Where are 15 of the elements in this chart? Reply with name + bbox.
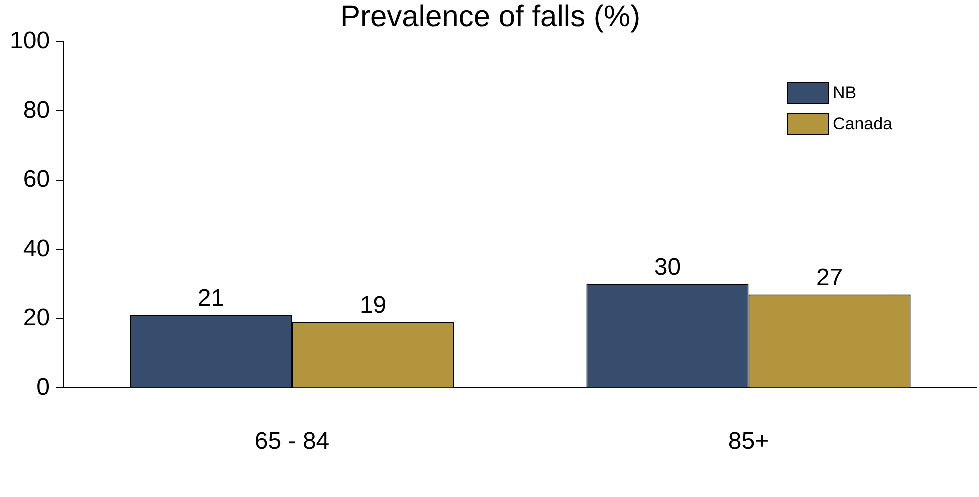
- y-tick-label: 80: [23, 96, 50, 124]
- y-tick-label: 20: [23, 304, 50, 332]
- y-tick-label: 40: [23, 235, 50, 262]
- y-tick-label: 60: [23, 166, 50, 194]
- x-tick-label: 85+: [728, 428, 770, 456]
- data-label: 30: [654, 254, 682, 281]
- legend-label: Canada: [833, 114, 894, 134]
- y-tick-label: 100: [10, 28, 50, 55]
- data-label: 21: [198, 285, 225, 312]
- data-label: 27: [816, 264, 844, 292]
- chart-title: Prevalence of falls (%): [340, 0, 641, 34]
- data-label: 19: [360, 292, 387, 320]
- y-tick-label: 0: [36, 374, 50, 401]
- x-tick-label: 65 - 84: [254, 428, 330, 456]
- legend-label: NB: [833, 84, 857, 103]
